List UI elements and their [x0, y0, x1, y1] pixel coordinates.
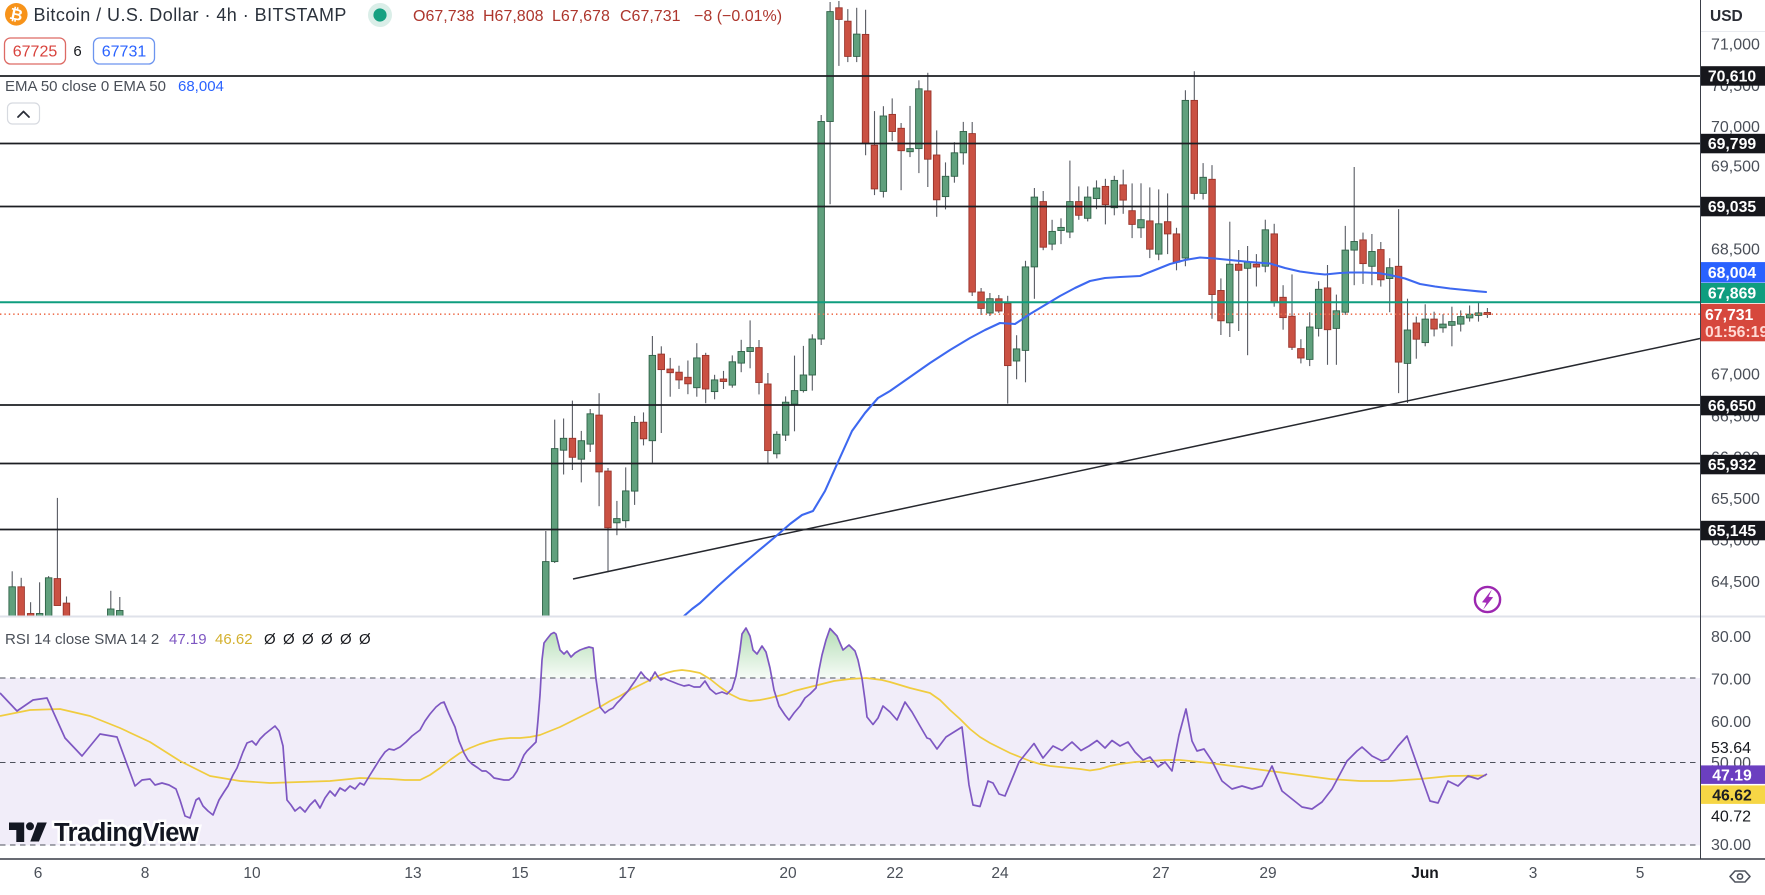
- svg-text:Ø: Ø: [264, 631, 276, 648]
- svg-text:C67,731: C67,731: [620, 8, 681, 25]
- svg-text:68,004: 68,004: [178, 78, 224, 95]
- svg-text:60.00: 60.00: [1711, 714, 1751, 731]
- svg-text:47.19: 47.19: [1712, 767, 1752, 784]
- svg-text:70,000: 70,000: [1711, 119, 1760, 136]
- svg-text:−8 (−0.01%): −8 (−0.01%): [694, 8, 782, 25]
- svg-text:L67,678: L67,678: [552, 8, 610, 25]
- svg-text:29: 29: [1259, 865, 1276, 882]
- svg-text:24: 24: [991, 865, 1009, 882]
- svg-text:Bitcoin / U.S. Dollar · 4h · B: Bitcoin / U.S. Dollar · 4h · BITSTAMP: [34, 5, 347, 25]
- svg-text:5: 5: [1636, 865, 1645, 882]
- svg-text:Ø: Ø: [283, 631, 295, 648]
- svg-text:70,610: 70,610: [1708, 69, 1757, 86]
- svg-text:Ø: Ø: [302, 631, 314, 648]
- svg-text:69,035: 69,035: [1708, 199, 1757, 216]
- svg-text:Ø: Ø: [340, 631, 352, 648]
- svg-text:67731: 67731: [102, 44, 147, 61]
- svg-text:65,145: 65,145: [1708, 523, 1757, 540]
- svg-text:₿: ₿: [8, 5, 25, 25]
- svg-text:Jun: Jun: [1411, 865, 1439, 882]
- svg-text:65,500: 65,500: [1711, 491, 1760, 508]
- svg-text:53.64: 53.64: [1711, 740, 1751, 757]
- svg-text:3: 3: [1529, 865, 1538, 882]
- svg-text:6: 6: [73, 43, 81, 60]
- svg-text:17: 17: [618, 865, 635, 882]
- svg-text:O67,738: O67,738: [413, 8, 474, 25]
- svg-text:27: 27: [1152, 865, 1169, 882]
- svg-text:RSI 14 close SMA 14 2: RSI 14 close SMA 14 2: [5, 631, 159, 648]
- svg-text:70.00: 70.00: [1711, 672, 1751, 689]
- svg-text:69,799: 69,799: [1708, 136, 1757, 153]
- svg-text:64,500: 64,500: [1711, 574, 1760, 591]
- svg-text:10: 10: [243, 865, 261, 882]
- svg-text:46.62: 46.62: [1712, 787, 1752, 804]
- svg-text:13: 13: [404, 865, 421, 882]
- svg-text:66,650: 66,650: [1708, 398, 1757, 415]
- svg-text:H67,808: H67,808: [483, 8, 544, 25]
- svg-text:67,000: 67,000: [1711, 367, 1760, 384]
- svg-text:22: 22: [886, 865, 903, 882]
- svg-text:69,500: 69,500: [1711, 159, 1760, 176]
- svg-text:EMA 50 close 0 EMA 50: EMA 50 close 0 EMA 50: [5, 78, 166, 95]
- svg-text:01:56:19: 01:56:19: [1705, 324, 1765, 341]
- svg-text:46.62: 46.62: [215, 631, 253, 648]
- svg-text:67,869: 67,869: [1708, 286, 1757, 303]
- svg-text:80.00: 80.00: [1711, 629, 1751, 646]
- svg-text:TradingView: TradingView: [54, 819, 199, 847]
- svg-text:71,000: 71,000: [1711, 37, 1760, 54]
- svg-text:Ø: Ø: [321, 631, 333, 648]
- svg-text:USD: USD: [1710, 8, 1743, 25]
- svg-text:20: 20: [779, 865, 797, 882]
- svg-text:68,004: 68,004: [1708, 265, 1757, 282]
- svg-text:47.19: 47.19: [169, 631, 207, 648]
- svg-text:30.00: 30.00: [1711, 837, 1751, 854]
- svg-text:65,932: 65,932: [1708, 457, 1757, 474]
- svg-text:68,500: 68,500: [1711, 242, 1760, 259]
- svg-text:40.72: 40.72: [1711, 808, 1751, 825]
- svg-text:67,731: 67,731: [1705, 307, 1754, 324]
- svg-text:67725: 67725: [13, 44, 58, 61]
- svg-text:Ø: Ø: [359, 631, 371, 648]
- svg-text:15: 15: [511, 865, 528, 882]
- svg-text:8: 8: [141, 865, 150, 882]
- svg-text:6: 6: [34, 865, 43, 882]
